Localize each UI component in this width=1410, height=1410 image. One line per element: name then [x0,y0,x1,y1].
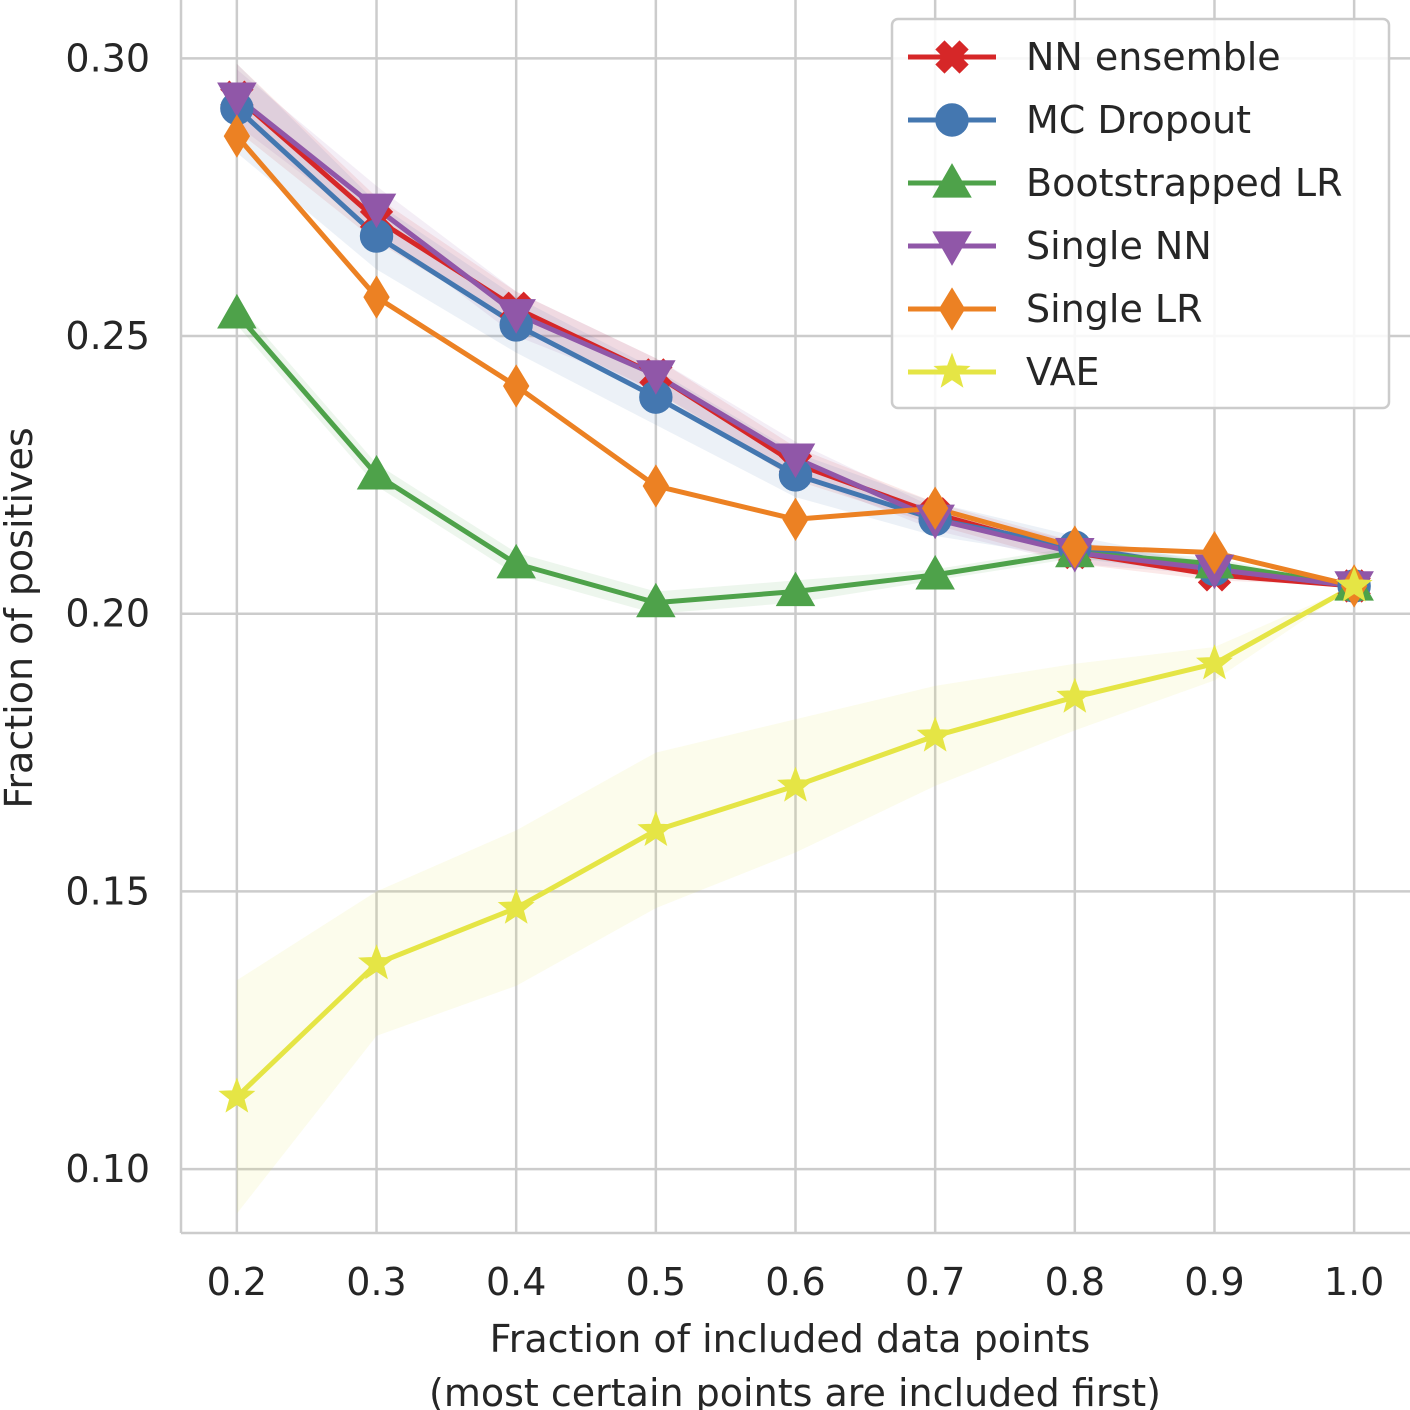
x-tick-label: 0.6 [765,1260,825,1304]
y-tick-label: 0.15 [65,869,150,913]
x-tick-label: 1.0 [1324,1260,1384,1304]
legend-marker [935,103,969,137]
x-tick-label: 0.7 [905,1260,965,1304]
single-lr-point [782,497,809,541]
single-lr-point [642,464,670,508]
vae-point [916,716,954,752]
x-axis-label-line-2: (most certain points are included first) [429,1371,1161,1410]
legend-box [890,17,1391,410]
y-tick-label: 0.30 [65,36,150,80]
legend-label: Single LR [1026,287,1202,331]
legend-marker [938,287,966,331]
legend-marker [933,352,971,388]
legend: NN ensemble MC Dropout Bootstrapped LR Sing… [890,17,1391,410]
single-lr-point [1201,530,1228,575]
vae-point [1056,677,1094,713]
bootstrapped-lr-point [775,571,816,607]
bootstrapped-lr-point [356,454,397,490]
legend-entry-vae: VAE [908,350,1100,394]
x-axis-label-line-1: Fraction of included data points [490,1317,1091,1361]
vae-point [358,944,395,980]
bootstrapped-lr-point [915,554,955,590]
single-nn-point [636,360,676,395]
single-lr-point [223,114,251,158]
marker-bar [935,40,969,74]
x-tick-label: 0.3 [346,1260,406,1304]
bootstrapped-lr-point [636,582,676,618]
single-lr-point [363,275,390,319]
tick-labels: 0.2 0.3 0.4 0.5 0.6 0.7 0.8 0.9 1.0 0.10 0.15 0.20 0… [65,36,1384,1304]
legend-entry-single-nn: Single NN [908,224,1212,268]
y-tick-label: 0.10 [65,1147,150,1191]
bootstrapped-lr-point [217,293,257,329]
axes [179,0,1410,1235]
legend-entry-bootstrapped-lr: Bootstrapped LR [908,161,1342,205]
vae-point [1335,566,1373,602]
single-lr-point [502,364,530,408]
vae-point [777,766,814,802]
single-nn-point [356,193,397,229]
legend-label: VAE [1026,350,1100,394]
series-markers [217,80,1374,1113]
x-tick-label: 0.4 [486,1260,546,1304]
legend-entry-nn-ensemble: NN ensemble [908,35,1281,79]
vae-point [1196,644,1233,680]
legend-label: NN ensemble [1026,35,1281,79]
x-tick-label: 0.9 [1184,1260,1244,1304]
single-nn-point [775,443,816,479]
single-nn-point [496,299,536,334]
y-axis-label: Fraction of positives [0,427,41,808]
legend-marker [932,231,972,266]
x-tick-label: 0.8 [1045,1260,1105,1304]
vae-point [218,1077,256,1113]
bootstrapped-lr-point [496,543,536,579]
x-tick-label: 0.2 [207,1260,267,1304]
vae-point [497,888,535,924]
legend-entry-mc-dropout: MC Dropout [908,98,1251,142]
y-tick-label: 0.25 [65,314,150,358]
legend-marker [935,40,969,74]
legend-marker [932,163,972,198]
legend-entry-single-lr: Single LR [908,287,1202,331]
legend-label: Single NN [1026,224,1212,268]
single-nn-point [217,82,257,118]
x-tick-label: 0.5 [626,1260,686,1304]
legend-label: MC Dropout [1026,98,1251,142]
legend-label: Bootstrapped LR [1026,161,1342,205]
single-lr-point [921,486,949,530]
vae-point [637,810,675,847]
single-lr-point [1061,525,1089,569]
y-tick-label: 0.20 [65,592,150,636]
